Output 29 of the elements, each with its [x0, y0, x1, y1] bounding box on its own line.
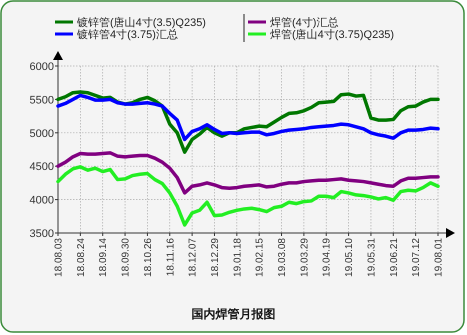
y-tick-label: 6000 — [30, 61, 54, 73]
y-tick-label: 3500 — [30, 228, 54, 240]
legend-label: 镀锌管4寸(3.75)汇总 — [76, 28, 178, 41]
x-tick-label: 19.01.18 — [232, 238, 244, 277]
x-tick-label: 18.12.07 — [188, 238, 199, 277]
x-tick-label: 19.03.29 — [299, 238, 310, 277]
x-tick-label: 19.02.15 — [254, 238, 266, 277]
y-tick-label: 4000 — [30, 194, 54, 207]
x-tick-label: 18.12.29 — [210, 238, 221, 277]
x-tick-label: 18.08.24 — [76, 238, 87, 277]
x-tick-label: 18.08.03 — [54, 238, 64, 277]
text: 国内焊管月报图 — [192, 307, 276, 321]
x-tick-label: 18.11.16 — [165, 238, 176, 276]
x-tick-label: 19.05.10 — [344, 238, 356, 277]
legend-label: 镀锌管(唐山4寸(3.5)Q235) — [76, 16, 206, 29]
x-tick-label: 19.04.19 — [322, 238, 333, 277]
x-tick-label: 19.07.12 — [411, 238, 422, 277]
legend-label: 焊管(4寸)汇总 — [270, 16, 338, 29]
x-tick-label: 19.08.01 — [434, 238, 444, 277]
x-tick-label: 18.09.14 — [98, 238, 110, 277]
x-tick-label: 19.05.31 — [366, 238, 378, 277]
y-tick-label: 5000 — [30, 128, 54, 140]
x-tick-label: 18.10.26 — [142, 238, 154, 277]
y-tick-label: 4500 — [30, 161, 54, 174]
x-tick-label: 19.06.21 — [388, 238, 400, 277]
legend-label: 焊管(唐山4寸(3.75)Q235) — [270, 28, 394, 41]
x-tick-label: 18.09.30 — [120, 238, 132, 277]
x-tick-label: 19.03.08 — [277, 238, 288, 277]
y-tick-label: 5500 — [30, 94, 54, 106]
